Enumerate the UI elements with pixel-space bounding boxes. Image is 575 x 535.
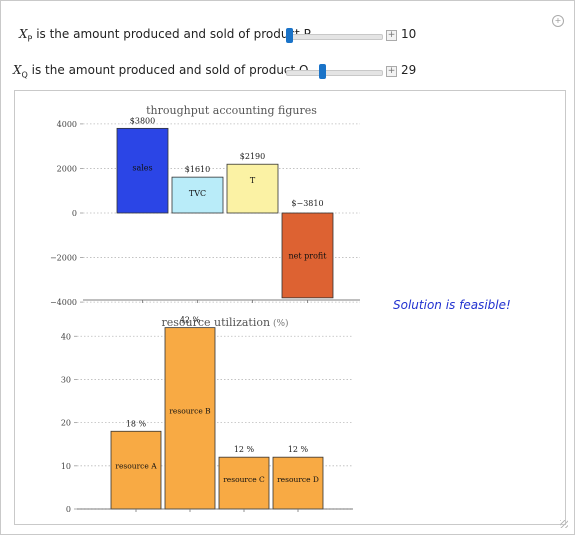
plus-icon[interactable]: + <box>386 30 397 41</box>
plus-icon[interactable]: + <box>386 66 397 77</box>
control-label-p: XP is the amount produced and sold of pr… <box>19 27 311 44</box>
category-label: resource D <box>277 475 319 484</box>
bar-resource-c <box>218 456 270 510</box>
y-tick-label: 30 <box>61 375 71 384</box>
data-label: $2190 <box>240 152 265 161</box>
data-label: 12 % <box>288 445 309 454</box>
y-tick-label: 2000 <box>57 164 77 173</box>
slider-thumb-q[interactable] <box>319 64 327 79</box>
gear-icon[interactable]: + <box>552 15 564 27</box>
resize-grip-icon[interactable] <box>560 520 568 528</box>
control-label-q: XQ is the amount produced and sold of pr… <box>13 63 309 80</box>
category-label: TVC <box>189 189 206 198</box>
y-tick-label: 20 <box>61 419 71 428</box>
category-label: T <box>250 176 256 185</box>
output-panel: throughput accounting figures −4000 −2000 0… <box>14 90 566 525</box>
throughput-chart: throughput accounting figures −4000 −2000 0… <box>50 104 360 307</box>
bar-sales <box>116 127 169 214</box>
category-label: resource C <box>223 475 265 484</box>
data-label: $1610 <box>185 165 210 174</box>
category-label: resource A <box>115 461 157 470</box>
category-label: net profit <box>289 251 328 260</box>
status-message: Solution is feasible! <box>393 298 511 312</box>
value-p: 10 <box>401 27 417 41</box>
bar-resource-a <box>110 430 162 510</box>
bar-resource-d <box>272 456 324 510</box>
data-label: $3800 <box>130 116 155 125</box>
bar-t <box>226 163 279 214</box>
y-tick-label: −2000 <box>50 254 77 263</box>
slider-thumb-p[interactable] <box>285 28 293 43</box>
data-label: 12 % <box>234 445 255 454</box>
slider-track-p[interactable] <box>286 34 383 40</box>
y-tick-label: 40 <box>61 332 71 341</box>
y-tick-label: 10 <box>61 462 71 471</box>
data-label: 18 % <box>126 419 147 428</box>
data-label: 42 % <box>180 316 201 325</box>
y-tick-label: 0 <box>72 209 77 218</box>
y-tick-label: 4000 <box>57 120 77 129</box>
chart-title: resource utilization (%) <box>161 316 288 329</box>
slider-track-q[interactable] <box>286 70 383 76</box>
y-tick-label: −4000 <box>50 298 77 307</box>
category-label: sales <box>132 163 152 172</box>
bar-tvc <box>171 176 224 214</box>
bar-resource-b <box>164 327 216 510</box>
chart-title: throughput accounting figures <box>146 104 317 117</box>
resource-chart: resource utilization (%) 0 10 20 30 40 18 % res… <box>61 316 353 514</box>
bar-net-profit <box>281 212 334 299</box>
value-q: 29 <box>401 63 417 77</box>
data-label: $−3810 <box>291 199 323 208</box>
y-tick-label: 0 <box>66 505 71 514</box>
category-label: resource B <box>169 407 211 416</box>
